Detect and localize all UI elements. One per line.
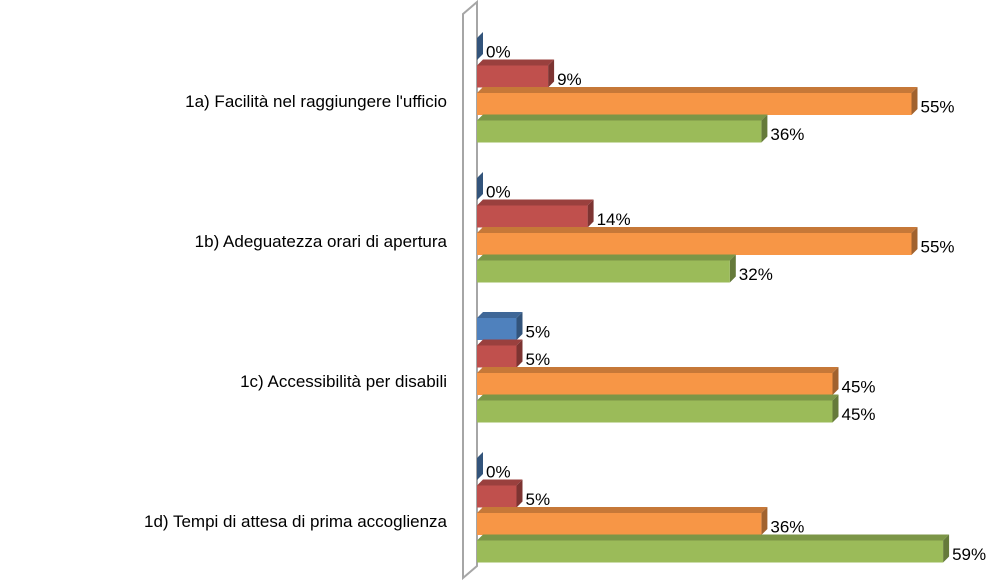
- value-label: 45%: [842, 405, 876, 424]
- bar-top: [477, 367, 839, 373]
- bar: [477, 32, 483, 60]
- bar-side: [516, 312, 523, 340]
- bar: [477, 172, 483, 200]
- bar-front: [477, 260, 730, 283]
- bar-top: [477, 339, 523, 346]
- bar: [477, 507, 768, 535]
- value-label: 5%: [526, 490, 551, 509]
- value-label: 36%: [770, 125, 804, 144]
- bar-side: [477, 172, 483, 200]
- value-label: 14%: [597, 210, 631, 229]
- bar-top: [477, 59, 555, 66]
- bar: [477, 367, 839, 395]
- category-label: 1a) Facilità nel raggiungere l'ufficio: [185, 92, 447, 111]
- bar-top: [477, 507, 768, 513]
- bar: [477, 199, 594, 228]
- value-label: 55%: [921, 97, 955, 116]
- bar-front: [477, 65, 549, 88]
- value-label: 9%: [557, 70, 582, 89]
- bar-front: [477, 345, 517, 368]
- bar-side: [729, 254, 736, 283]
- bar: [477, 339, 523, 368]
- bar: [477, 227, 918, 255]
- bar-side: [911, 227, 918, 255]
- bar-side: [832, 367, 839, 395]
- bar-side: [548, 59, 555, 88]
- bar-top: [477, 254, 736, 261]
- bar-front: [477, 93, 912, 115]
- bar-top: [477, 394, 839, 401]
- bar-top: [477, 87, 918, 93]
- bar-top: [477, 534, 950, 541]
- bar-front: [477, 373, 833, 395]
- value-label: 36%: [770, 517, 804, 536]
- value-label: 0%: [486, 42, 511, 61]
- category-label: 1d) Tempi di attesa di prima accoglienza: [144, 512, 448, 531]
- bar-front: [477, 485, 517, 508]
- bar-side: [832, 394, 839, 423]
- back-wall: [462, 0, 478, 581]
- bar-front: [477, 400, 833, 423]
- bar: [477, 87, 918, 115]
- bar: [477, 254, 736, 283]
- bar-front: [477, 318, 517, 340]
- bar-top: [477, 479, 523, 486]
- value-label: 5%: [526, 322, 551, 341]
- bar: [477, 114, 768, 143]
- bar-side: [477, 32, 483, 60]
- bar: [477, 394, 839, 423]
- value-label: 55%: [921, 237, 955, 256]
- value-label: 32%: [739, 265, 773, 284]
- category-label: 1c) Accessibilità per disabili: [240, 372, 447, 391]
- value-label: 0%: [486, 462, 511, 481]
- bar: [477, 534, 950, 563]
- bar-side: [587, 199, 594, 228]
- value-label: 5%: [526, 350, 551, 369]
- bar-side: [477, 452, 483, 480]
- bar: [477, 479, 523, 508]
- bar-side: [516, 339, 523, 368]
- bar-front: [477, 513, 762, 535]
- value-label: 0%: [486, 182, 511, 201]
- bar-top: [477, 114, 768, 121]
- bar-side: [911, 87, 918, 115]
- bar-top: [477, 199, 594, 206]
- value-label: 45%: [842, 377, 876, 396]
- bar-side: [943, 534, 950, 563]
- bar-side: [761, 114, 768, 143]
- bar: [477, 312, 523, 340]
- bar-side: [516, 479, 523, 508]
- bar-front: [477, 233, 912, 255]
- bar: [477, 452, 483, 480]
- bar-side: [761, 507, 768, 535]
- value-label: 59%: [952, 545, 986, 564]
- bar: [477, 59, 555, 88]
- bar-top: [477, 312, 523, 318]
- bar-front: [477, 205, 588, 228]
- bar-front: [477, 120, 762, 143]
- bar-top: [477, 227, 918, 233]
- category-label: 1b) Adeguatezza orari di apertura: [195, 232, 448, 251]
- bar-front: [477, 540, 944, 563]
